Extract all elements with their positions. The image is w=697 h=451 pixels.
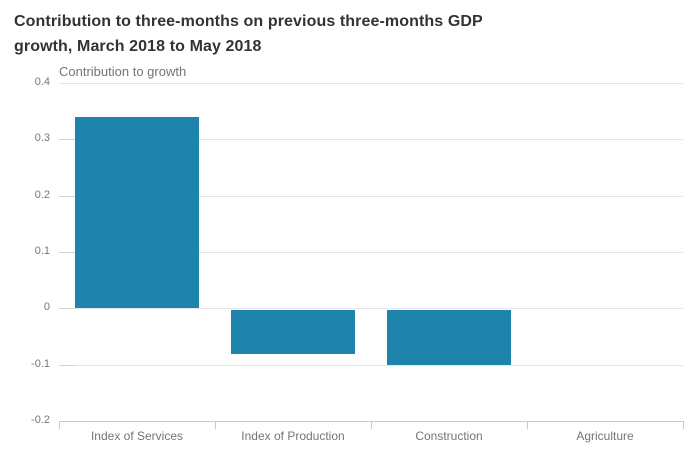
y-axis-tick bbox=[59, 252, 75, 253]
bar-index-of-production[interactable] bbox=[231, 310, 355, 354]
y-gridline bbox=[59, 139, 683, 140]
y-axis-label: -0.1 bbox=[31, 358, 50, 370]
y-axis-tick bbox=[59, 139, 75, 140]
chart-title-line1: Contribution to three-months on previous… bbox=[14, 13, 483, 30]
y-gridline bbox=[59, 365, 683, 366]
x-axis-tick bbox=[527, 421, 528, 429]
x-axis-label: Index of Production bbox=[241, 429, 345, 443]
y-axis-label: 0.2 bbox=[34, 189, 50, 201]
x-axis-tick bbox=[59, 421, 60, 429]
y-axis-label: 0.3 bbox=[34, 132, 50, 144]
y-axis-tick bbox=[59, 365, 75, 366]
x-axis-label: Construction bbox=[415, 429, 483, 443]
y-axis-label: 0.1 bbox=[34, 245, 50, 257]
x-axis-label: Index of Services bbox=[90, 429, 184, 443]
y-gridline bbox=[59, 196, 683, 197]
y-axis-label: 0 bbox=[43, 301, 50, 313]
x-axis-tick bbox=[371, 421, 372, 429]
y-gridline bbox=[59, 252, 683, 253]
bar-index-of-services[interactable] bbox=[75, 117, 199, 308]
y-axis-label: 0.4 bbox=[34, 76, 50, 88]
y-gridline bbox=[59, 308, 683, 309]
chart-title-line2: growth, March 2018 to May 2018 bbox=[14, 38, 262, 55]
x-axis-tick bbox=[683, 421, 684, 429]
y-axis-label: -0.2 bbox=[31, 414, 50, 426]
chart-title: Contribution to three-months on previous… bbox=[14, 9, 483, 59]
x-axis-tick bbox=[215, 421, 216, 429]
x-axis-label: Agriculture bbox=[576, 429, 634, 443]
chart-subtitle: Contribution to growth bbox=[59, 64, 187, 79]
y-gridline bbox=[59, 83, 683, 84]
y-axis-tick bbox=[59, 196, 75, 197]
bar-construction[interactable] bbox=[387, 310, 511, 365]
y-axis-tick bbox=[59, 308, 75, 309]
